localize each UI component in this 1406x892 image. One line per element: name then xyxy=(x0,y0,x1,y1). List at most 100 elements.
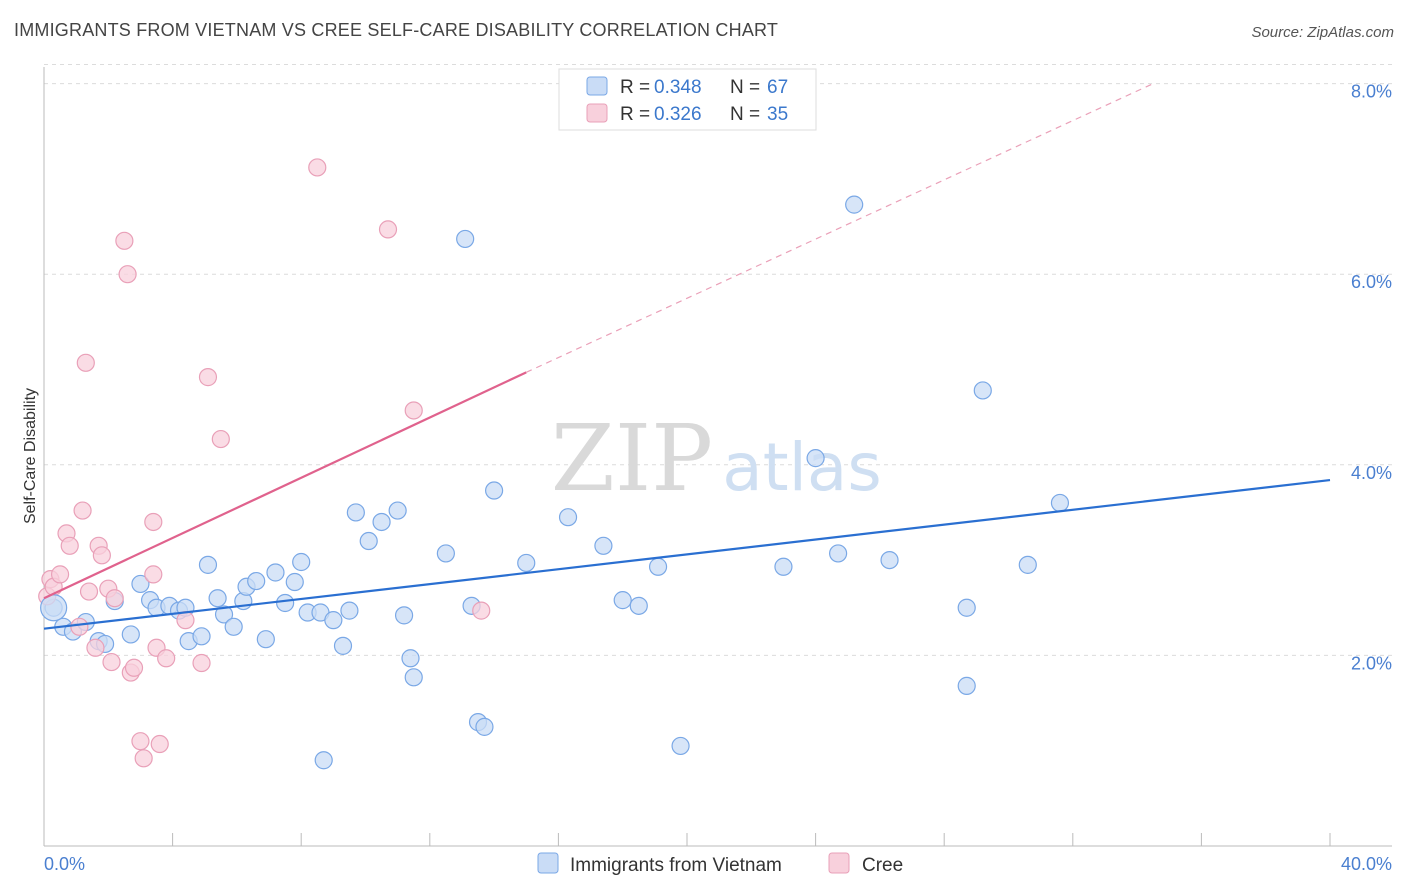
point-vietnam-8 xyxy=(131,574,150,594)
point-cree-9 xyxy=(79,582,99,601)
point-vietnam-41 xyxy=(436,544,455,563)
point-vietnam-38 xyxy=(394,606,414,625)
point-vietnam-17 xyxy=(208,589,227,608)
point-vietnam-39 xyxy=(401,649,420,668)
legend-swatch-vietnam xyxy=(586,76,608,96)
point-cree-16 xyxy=(115,231,134,250)
trend-lines xyxy=(43,83,1331,630)
point-cree-27 xyxy=(176,611,195,630)
point-vietnam-36 xyxy=(372,512,391,532)
point-vietnam-48 xyxy=(558,508,578,527)
point-cree-30 xyxy=(211,429,230,449)
point-vietnam-49 xyxy=(594,536,613,555)
trend-line-vietnam xyxy=(43,478,1331,630)
point-cree-34 xyxy=(472,601,491,620)
point-vietnam-31 xyxy=(324,611,343,630)
point-vietnam-34 xyxy=(346,503,365,522)
point-vietnam-57 xyxy=(845,195,864,214)
legend-n-value-vietnam: 67 xyxy=(767,77,788,98)
point-vietnam-53 xyxy=(671,736,690,756)
watermark-atlas: atlas xyxy=(722,429,882,506)
trend-line-cree-extension xyxy=(525,83,1154,373)
point-vietnam-46 xyxy=(485,481,504,500)
bottom-legend-swatch-cree xyxy=(828,852,850,874)
point-vietnam-42 xyxy=(456,229,475,249)
point-cree-8 xyxy=(76,353,95,372)
point-cree-6 xyxy=(70,617,89,636)
point-cree-10 xyxy=(86,638,105,657)
x-tick-label-0: 0.0% xyxy=(44,854,85,874)
y-tick-label: 6.0% xyxy=(1351,272,1392,292)
data-points xyxy=(38,158,1070,770)
point-cree-33 xyxy=(404,401,423,420)
point-vietnam-24 xyxy=(266,563,285,582)
legend-r-label-vietnam: R = xyxy=(620,77,650,98)
point-vietnam-7 xyxy=(121,625,140,644)
legend-r-value-cree: 0.326 xyxy=(654,104,702,125)
point-cree-32 xyxy=(378,220,398,239)
legend: R = 0.348 N = 67 R = 0.326 N = 35 xyxy=(558,68,817,131)
point-vietnam-19 xyxy=(224,617,243,636)
point-vietnam-25 xyxy=(276,593,295,613)
watermark-zip: ZIP xyxy=(551,405,713,512)
legend-swatch-cree xyxy=(586,103,608,123)
x-tick-label-40: 40.0% xyxy=(1341,854,1392,874)
y-tick-labels: 2.0% 4.0% 6.0% 8.0% xyxy=(1351,82,1392,674)
point-cree-12 xyxy=(92,546,111,565)
point-vietnam-47 xyxy=(517,553,536,573)
point-vietnam-59 xyxy=(957,598,976,617)
point-vietnam-33 xyxy=(340,601,359,620)
point-vietnam-30 xyxy=(314,751,333,770)
point-vietnam-56 xyxy=(829,544,848,563)
point-vietnam-32 xyxy=(333,636,353,655)
point-vietnam-27 xyxy=(292,552,311,572)
point-cree-28 xyxy=(192,653,211,673)
point-vietnam-62 xyxy=(1018,555,1037,574)
point-cree-19 xyxy=(124,658,144,677)
y-tick-label: 8.0% xyxy=(1351,82,1392,102)
y-tick-label: 4.0% xyxy=(1351,463,1392,483)
point-cree-5 xyxy=(60,536,79,555)
point-cree-14 xyxy=(102,652,121,672)
y-axis-label: Self-Care Disability xyxy=(22,388,39,524)
point-vietnam-15 xyxy=(192,627,211,646)
point-vietnam-23 xyxy=(256,630,275,649)
point-cree-3 xyxy=(50,565,70,584)
point-vietnam-55 xyxy=(806,449,825,468)
y-tick-label: 2.0% xyxy=(1351,653,1392,673)
point-vietnam-63 xyxy=(1050,493,1070,513)
bottom-legend: Immigrants from Vietnam Cree xyxy=(537,852,903,876)
point-cree-7 xyxy=(73,501,92,520)
point-cree-22 xyxy=(144,512,163,532)
point-vietnam-22 xyxy=(247,571,266,591)
x-axis-ticks xyxy=(43,833,1331,846)
point-vietnam-51 xyxy=(629,596,648,615)
point-cree-31 xyxy=(308,158,327,177)
point-cree-15 xyxy=(105,589,124,608)
bottom-legend-label-cree: Cree xyxy=(862,855,903,876)
point-vietnam-26 xyxy=(285,572,304,592)
legend-n-value-cree: 35 xyxy=(767,104,788,125)
point-cree-29 xyxy=(198,368,218,387)
bottom-legend-label-vietnam: Immigrants from Vietnam xyxy=(570,855,782,876)
point-vietnam-35 xyxy=(359,531,378,551)
point-vietnam-40 xyxy=(404,668,423,687)
point-vietnam-54 xyxy=(774,557,793,576)
legend-n-label-vietnam: N = xyxy=(730,77,760,98)
grid xyxy=(44,64,1392,656)
bottom-legend-swatch-vietnam xyxy=(537,852,559,874)
chart-title: IMMIGRANTS FROM VIETNAM VS CREE SELF-CAR… xyxy=(14,20,779,40)
point-cree-23 xyxy=(144,565,163,584)
point-cree-25 xyxy=(150,734,169,754)
point-vietnam-45 xyxy=(475,717,494,736)
point-cree-21 xyxy=(134,749,153,768)
legend-n-label-cree: N = xyxy=(730,104,760,125)
trend-line-cree xyxy=(43,371,527,600)
legend-r-value-vietnam: 0.348 xyxy=(654,77,702,98)
point-vietnam-52 xyxy=(648,557,668,576)
point-vietnam-60 xyxy=(957,676,976,695)
point-vietnam-58 xyxy=(880,550,899,570)
source-label: Source: ZipAtlas.com xyxy=(1251,24,1394,41)
point-vietnam-50 xyxy=(613,591,632,610)
